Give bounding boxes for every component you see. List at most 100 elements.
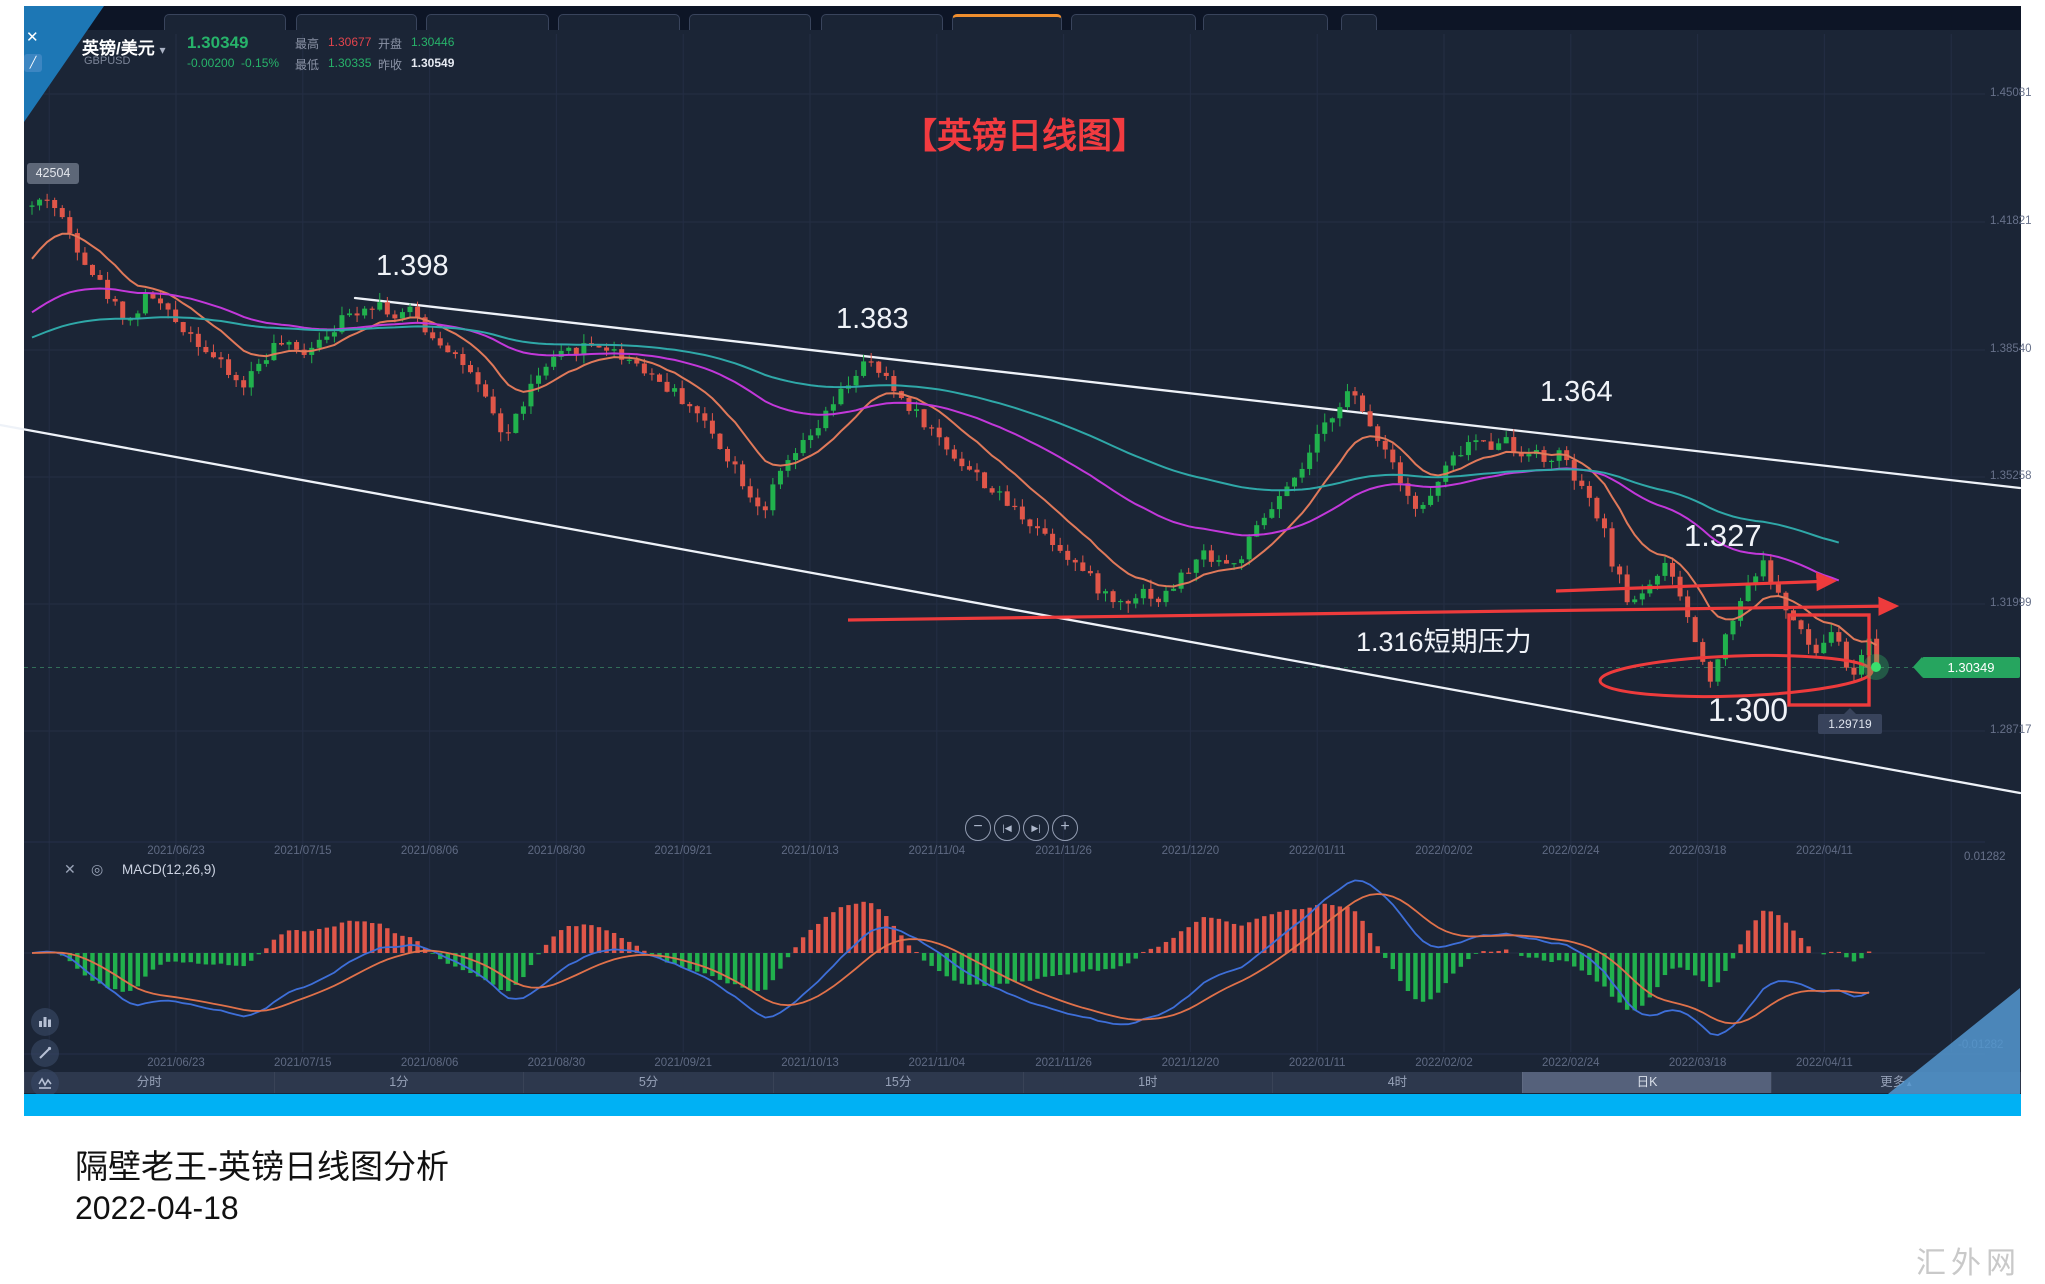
stat-label-3: 昨收	[378, 58, 403, 72]
timeframe-日K[interactable]: 日K	[1521, 1072, 1772, 1093]
browser-tab-7[interactable]	[1071, 14, 1196, 30]
left-price-tag: 42504	[27, 163, 79, 184]
date-label-0-2: 2021/08/06	[400, 845, 459, 857]
browser-tab-3[interactable]	[558, 14, 680, 30]
watermark: 汇外网	[1916, 1247, 2021, 1280]
browser-tab-strip	[24, 6, 2021, 30]
date-label-1-5: 2021/10/13	[781, 1057, 839, 1069]
date-label-0-1: 2021/07/15	[274, 845, 332, 857]
date-label-1-11: 2022/02/24	[1542, 1057, 1600, 1069]
stat-label-2: 开盘	[378, 37, 403, 51]
zoom-in-button[interactable]: +	[1052, 815, 1078, 841]
browser-tab-2[interactable]	[426, 14, 549, 30]
price-axis-label-3: 1.35258	[1990, 470, 2032, 482]
ma-fast-line	[31, 232, 1878, 647]
date-label-0-9: 2022/01/11	[1288, 845, 1346, 857]
annotation-title: 【英镑日线图】	[902, 117, 1148, 156]
macd-layer	[31, 879, 1872, 1037]
draw-line-icon[interactable]: ╱	[24, 54, 42, 72]
wave-icon	[38, 1077, 52, 1089]
date-label-0-8: 2021/12/20	[1161, 845, 1220, 857]
candles-layer	[29, 193, 1880, 688]
price-axis-label-2: 1.38540	[1990, 343, 2032, 355]
macd-scale-upper: 0.01282	[1964, 851, 2006, 863]
line-chart-button[interactable]	[31, 1069, 59, 1097]
price-axis-label-5: 1.28717	[1990, 724, 2032, 736]
indicator-button[interactable]	[31, 1008, 59, 1036]
date-label-0-11: 2022/02/24	[1542, 845, 1600, 857]
date-label-0-6: 2021/11/04	[908, 845, 966, 857]
draw-button[interactable]	[31, 1039, 59, 1067]
date-label-1-12: 2022/03/18	[1668, 1057, 1727, 1069]
timeframe-15分[interactable]: 15分	[772, 1072, 1023, 1093]
macd-close-icon[interactable]: ✕	[64, 861, 76, 877]
highlight-ellipse	[1598, 653, 1874, 699]
chevron-down-icon: ▾	[159, 43, 166, 57]
date-label-1-8: 2021/12/20	[1161, 1057, 1220, 1069]
date-label-1-4: 2021/09/21	[654, 1057, 712, 1069]
current-price-tag: 1.30349	[1913, 657, 2020, 678]
browser-tab-8[interactable]	[1203, 14, 1328, 30]
zoom-out-button[interactable]: −	[965, 815, 991, 841]
stat-value-1: 1.30335	[328, 56, 372, 70]
timeframe-1分[interactable]: 1分	[273, 1072, 524, 1093]
drawn-shapes-layer	[847, 572, 1900, 707]
browser-tab-0[interactable]	[164, 14, 286, 30]
date-label-0-10: 2022/02/02	[1415, 845, 1473, 857]
date-label-1-7: 2021/11/26	[1035, 1057, 1092, 1069]
highlight-rect	[1787, 613, 1871, 707]
date-label-0-7: 2021/11/26	[1035, 845, 1092, 857]
macd-label: MACD(12,26,9)	[122, 862, 216, 877]
price-axis-label-1: 1.41821	[1990, 215, 2032, 227]
analysis-date: 2022-04-18	[75, 1190, 239, 1226]
timeframe-1时[interactable]: 1时	[1022, 1072, 1273, 1093]
date-label-1-2: 2021/08/06	[400, 1057, 459, 1069]
price-axis-label-0: 1.45081	[1990, 87, 2032, 99]
last-price: 1.30349	[187, 33, 249, 52]
browser-tab-5[interactable]	[821, 14, 943, 30]
close-icon[interactable]: ✕	[26, 29, 39, 46]
date-label-1-1: 2021/07/15	[274, 1057, 332, 1069]
browser-tab-4[interactable]	[689, 14, 811, 30]
date-label-1-6: 2021/11/04	[908, 1057, 966, 1069]
date-label-1-9: 2022/01/11	[1288, 1057, 1346, 1069]
timeframe-5分[interactable]: 5分	[523, 1072, 773, 1093]
browser-tab-1[interactable]	[296, 14, 417, 30]
browser-tab-6[interactable]	[952, 14, 1062, 30]
timeframe-分时[interactable]: 分时	[24, 1072, 274, 1093]
stat-label-1: 最低	[295, 58, 320, 72]
resistance-arrow-0	[847, 596, 1900, 622]
resistance-arrow-1	[1555, 572, 1838, 593]
date-label-0-13: 2022/04/11	[1796, 845, 1853, 857]
pencil-icon	[39, 1046, 52, 1059]
date-label-0-0: 2021/06/23	[147, 845, 205, 857]
date-label-1-13: 2022/04/11	[1796, 1057, 1853, 1069]
stat-value-2: 1.30446	[411, 35, 455, 49]
step-back-button[interactable]: |◀	[994, 815, 1020, 841]
bar-chart-icon	[39, 1017, 51, 1027]
symbol-dropdown[interactable]: 英镑/美元 ▾	[82, 34, 166, 59]
date-label-1-10: 2022/02/02	[1415, 1057, 1473, 1069]
analysis-title: 隔壁老王-英镑日线图分析	[75, 1148, 449, 1185]
stat-value-3: 1.30549	[411, 56, 455, 70]
date-label-0-5: 2021/10/13	[781, 845, 839, 857]
date-label-0-12: 2022/03/18	[1668, 845, 1727, 857]
browser-tab-9[interactable]	[1341, 14, 1377, 30]
date-label-0-3: 2021/08/30	[527, 845, 586, 857]
step-forward-button[interactable]: ▶|	[1023, 815, 1049, 841]
macd-settings-icon[interactable]: ◎	[91, 861, 104, 877]
annotation-note-3: 1.327	[1684, 518, 1762, 553]
dif-line	[31, 879, 1870, 1037]
price-axis-label-4: 1.31999	[1990, 597, 2032, 609]
symbol-code: GBPUSD	[84, 55, 131, 67]
date-label-1-0: 2021/06/23	[147, 1057, 205, 1069]
timeframe-4时[interactable]: 4时	[1272, 1072, 1522, 1093]
dea-line	[31, 893, 1870, 1025]
stat-label-0: 最高	[295, 37, 320, 51]
date-label-1-3: 2021/08/30	[527, 1057, 586, 1069]
date-label-0-4: 2021/09/21	[654, 845, 712, 857]
low-price-tooltip: 1.29719	[1818, 708, 1882, 734]
